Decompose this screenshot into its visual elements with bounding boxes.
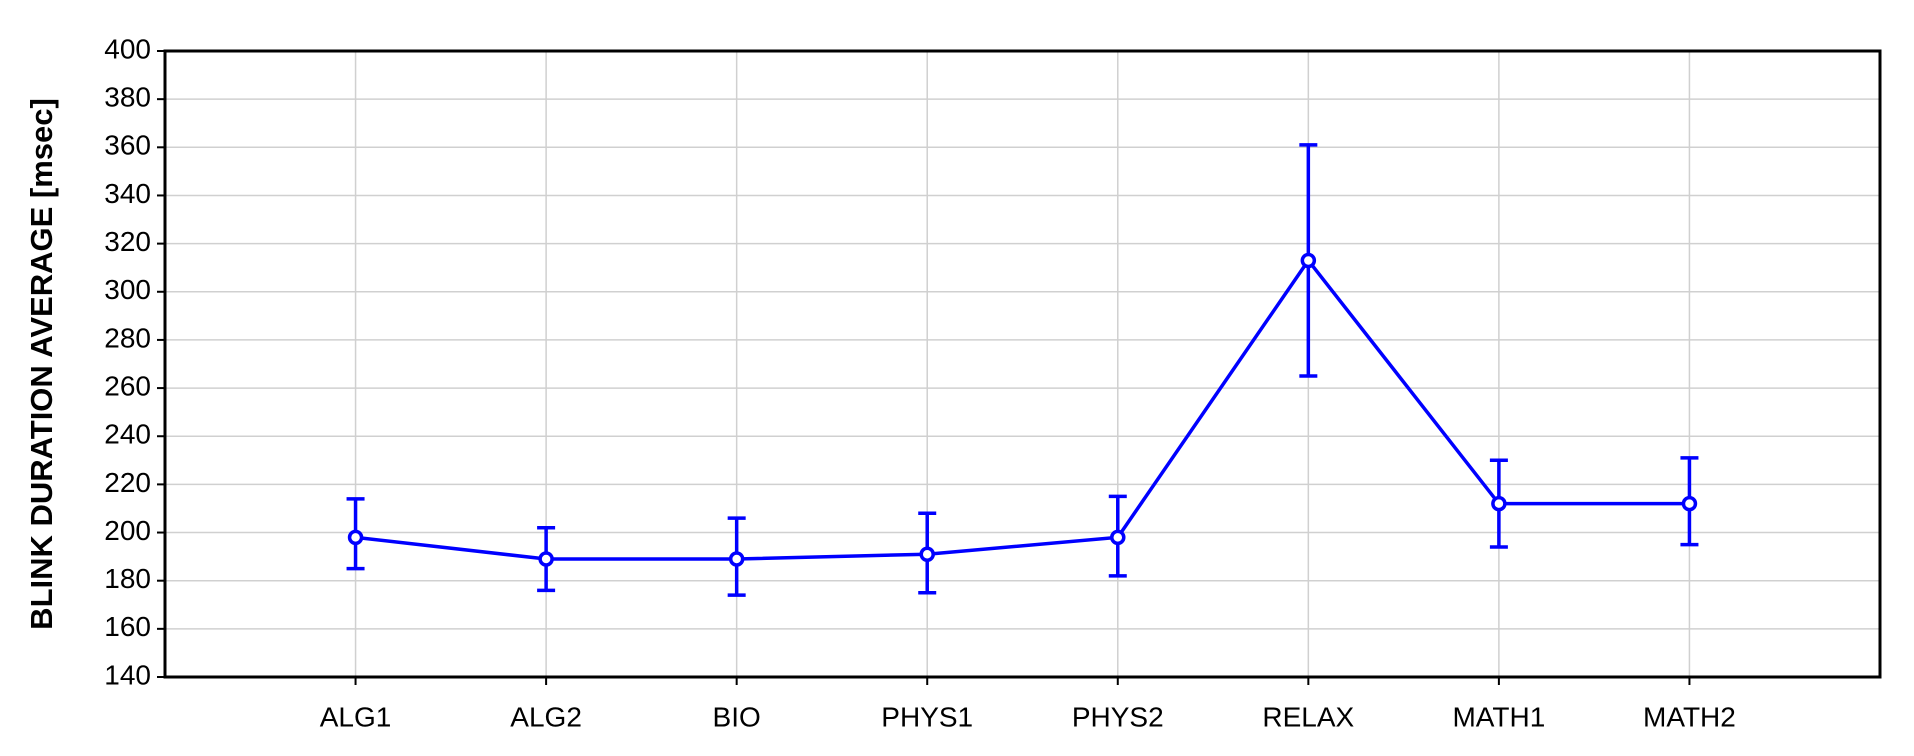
point — [1110, 529, 1126, 546]
x-tick-label: RELAX — [1262, 701, 1354, 732]
y-tick-label: 180 — [104, 563, 151, 594]
y-tick-label: 220 — [104, 467, 151, 498]
point — [1491, 495, 1507, 512]
x-tick-label: MATH2 — [1643, 701, 1736, 732]
point — [538, 551, 554, 567]
point — [1681, 495, 1698, 512]
y-tick-label: 380 — [104, 82, 151, 113]
x-tick-label: ALG2 — [510, 701, 582, 732]
point — [347, 529, 364, 546]
y-tick-label: 360 — [104, 130, 151, 161]
point — [919, 546, 935, 562]
plot-frame — [163, 49, 1882, 679]
x-tick-label: BIO — [713, 701, 761, 732]
y-tick-label: 340 — [104, 178, 151, 209]
y-tick-label: 200 — [104, 515, 151, 546]
x-tick-label: ALG1 — [320, 701, 392, 732]
y-tick-label: 160 — [104, 611, 151, 642]
x-tick-label: PHYS2 — [1072, 701, 1164, 732]
y-tick-label: 140 — [104, 659, 151, 690]
y-tick-label: 320 — [104, 226, 151, 257]
point — [1300, 252, 1317, 269]
point — [728, 551, 745, 567]
y-tick-label: 260 — [104, 370, 151, 401]
x-tick-label: MATH1 — [1452, 701, 1545, 732]
x-tick-label: PHYS1 — [881, 701, 973, 732]
y-tick-label: 280 — [104, 322, 151, 353]
line — [355, 257, 1690, 561]
y-tick-label: 400 — [104, 33, 151, 64]
y-tick-label: 240 — [104, 419, 151, 450]
y-axis-label: BLINK DURATION AVERAGE [msec] — [24, 98, 59, 630]
y-tick-label: 300 — [104, 274, 151, 305]
